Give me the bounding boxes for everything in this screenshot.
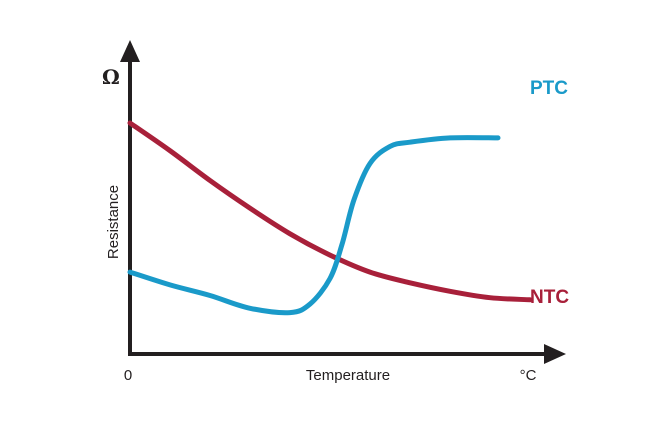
y-unit-label: Ω: [102, 65, 120, 89]
x-origin-label: 0: [124, 367, 132, 384]
y-axis-label: Resistance: [105, 185, 122, 259]
x-unit-label: °C: [520, 367, 537, 384]
series-line-ptc: [127, 135, 501, 316]
y-axis-arrow-icon: [120, 40, 140, 62]
series-line-ntc: [127, 120, 533, 303]
series-label-ptc: PTC: [530, 78, 568, 99]
series-label-ntc: NTC: [530, 287, 569, 308]
x-axis-label: Temperature: [306, 367, 390, 384]
x-axis-arrow-icon: [544, 344, 566, 364]
